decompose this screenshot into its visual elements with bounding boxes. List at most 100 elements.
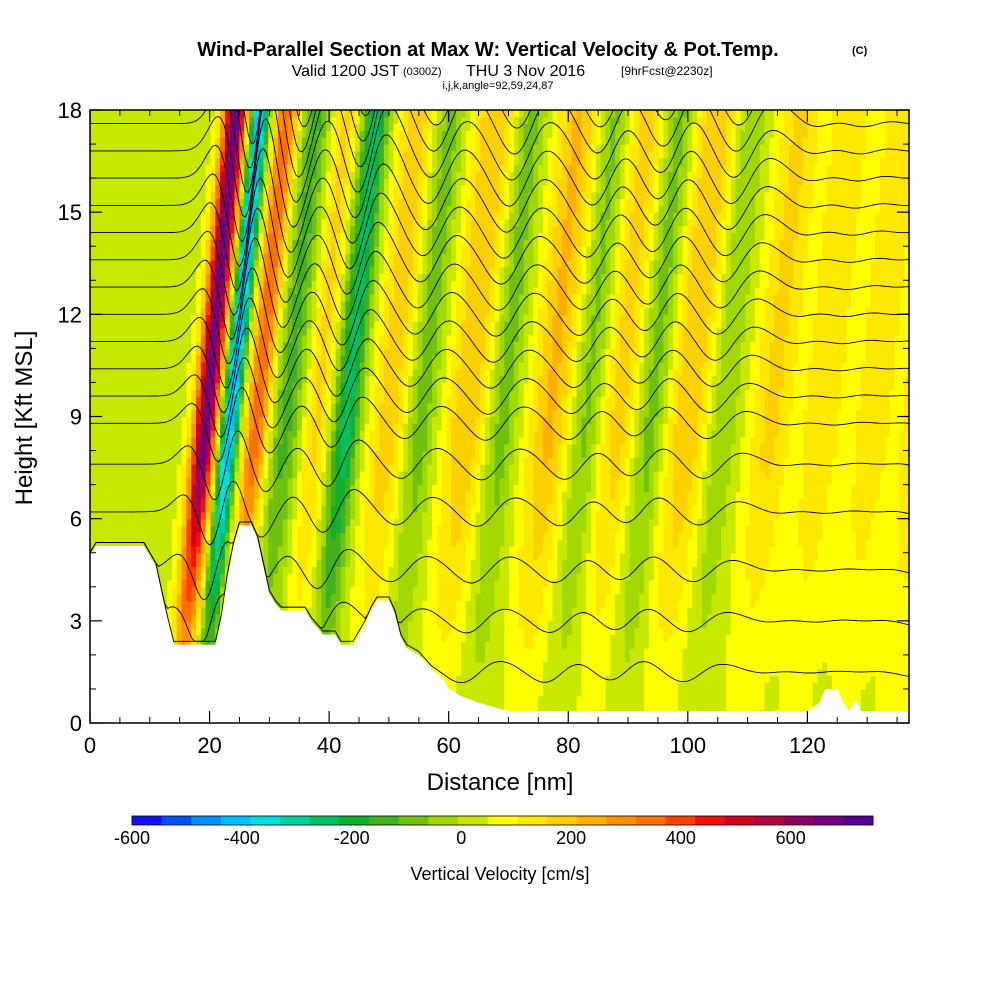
velocity-cell	[330, 368, 337, 377]
velocity-cell	[128, 198, 134, 206]
velocity-cell	[340, 239, 346, 247]
grid-index-text: i,j,k,angle=92,59,24,87	[442, 80, 553, 92]
velocity-cell	[224, 389, 231, 397]
velocity-cell	[244, 375, 250, 384]
velocity-cell	[167, 225, 173, 234]
velocity-cell	[200, 457, 207, 465]
velocity-cell	[99, 334, 106, 343]
velocity-cell	[138, 491, 144, 499]
velocity-cell	[138, 171, 144, 179]
velocity-cell	[162, 464, 168, 472]
velocity-cell	[253, 253, 260, 261]
velocity-cell	[210, 579, 216, 588]
velocity-cell	[277, 116, 284, 125]
velocity-cell	[167, 184, 173, 193]
velocity-cell	[157, 525, 163, 533]
velocity-cell	[239, 212, 245, 220]
velocity-cell	[191, 355, 197, 363]
velocity-cell	[142, 443, 149, 452]
velocity-cell	[277, 218, 284, 227]
velocity-cell	[118, 246, 125, 254]
velocity-cell	[171, 539, 178, 547]
velocity-cell	[340, 137, 346, 145]
velocity-cell	[114, 110, 120, 118]
velocity-cell	[118, 518, 125, 527]
velocity-cell	[138, 402, 144, 411]
velocity-cell	[340, 586, 346, 595]
velocity-cell	[282, 157, 289, 166]
velocity-cell	[195, 171, 202, 179]
velocity-cell	[316, 341, 322, 349]
velocity-cell	[142, 164, 149, 172]
velocity-cell	[205, 573, 212, 581]
velocity-cell	[273, 293, 279, 302]
velocity-cell	[350, 539, 356, 547]
velocity-cell	[306, 614, 313, 622]
velocity-cell	[191, 539, 197, 547]
velocity-cell	[258, 171, 265, 179]
velocity-cell	[326, 259, 332, 268]
velocity-cell	[220, 464, 226, 472]
velocity-cell	[200, 450, 207, 458]
velocity-cell	[94, 498, 101, 506]
velocity-cell	[142, 341, 149, 349]
velocity-cell	[191, 253, 197, 261]
velocity-cell	[162, 368, 168, 377]
velocity-cell	[234, 232, 240, 241]
velocity-cell	[104, 239, 110, 247]
velocity-cell	[210, 191, 216, 200]
velocity-cell	[90, 130, 96, 138]
velocity-cell	[205, 144, 212, 152]
velocity-cell	[133, 409, 139, 418]
velocity-cell	[335, 178, 342, 186]
velocity-cell	[345, 144, 351, 152]
velocity-cell	[176, 157, 183, 166]
velocity-cell	[152, 137, 159, 145]
velocity-cell	[99, 396, 106, 404]
velocity-cell	[205, 300, 212, 309]
velocity-cell	[205, 321, 212, 329]
velocity-cell	[138, 532, 144, 540]
velocity-cell	[195, 573, 202, 581]
velocity-cell	[282, 484, 289, 493]
velocity-cell	[152, 246, 159, 254]
velocity-cell	[186, 430, 192, 438]
velocity-cell	[292, 396, 298, 404]
velocity-cell	[152, 532, 159, 540]
velocity-cell	[282, 518, 289, 527]
velocity-cell	[287, 423, 293, 431]
velocity-cell	[195, 375, 202, 384]
velocity-cell	[191, 232, 197, 241]
velocity-cell	[330, 287, 337, 295]
velocity-cell	[94, 150, 101, 159]
velocity-cell	[123, 232, 130, 241]
velocity-cell	[335, 130, 342, 138]
velocity-cell	[321, 198, 327, 206]
velocity-cell	[292, 559, 298, 567]
velocity-cell	[321, 457, 327, 465]
velocity-cell	[224, 525, 231, 533]
velocity-cell	[186, 266, 192, 275]
velocity-cell	[273, 539, 279, 547]
velocity-cell	[330, 184, 337, 193]
velocity-cell	[340, 110, 346, 118]
velocity-cell	[330, 273, 337, 281]
velocity-cell	[321, 191, 327, 200]
velocity-cell	[114, 157, 120, 166]
velocity-cell	[234, 464, 240, 472]
velocity-cell	[350, 505, 356, 513]
velocity-cell	[123, 532, 130, 540]
velocity-cell	[330, 110, 337, 118]
velocity-cell	[90, 443, 96, 452]
velocity-cell	[109, 150, 115, 159]
velocity-cell	[109, 137, 115, 145]
velocity-cell	[90, 518, 96, 527]
velocity-cell	[181, 579, 187, 588]
velocity-cell	[123, 164, 130, 172]
velocity-cell	[350, 327, 356, 336]
velocity-cell	[186, 314, 192, 322]
velocity-cell	[186, 409, 192, 418]
velocity-cell	[181, 273, 187, 281]
velocity-cell	[350, 137, 356, 145]
velocity-cell	[114, 470, 120, 479]
